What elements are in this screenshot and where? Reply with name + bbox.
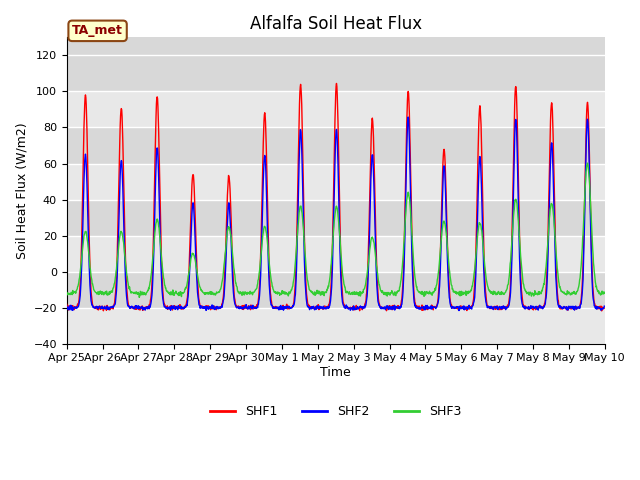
SHF3 (63, 290, 70, 296)
SHF3 (243, 291, 251, 297)
SHF1 (63, 301, 70, 307)
SHF3 (170, 291, 177, 297)
Text: TA_met: TA_met (72, 24, 123, 37)
SHF1 (182, 301, 190, 307)
SHF1 (598, 308, 605, 314)
SHF2 (170, 305, 177, 311)
Bar (67, 308, 605, 344)
Line: SHF1: SHF1 (67, 84, 604, 311)
Bar (67, 91, 605, 128)
SHF3 (537, 289, 545, 295)
SHF3 (183, 283, 191, 289)
Bar (67, 236, 605, 272)
SHF3 (490, 288, 497, 294)
SHF1 (170, 305, 177, 311)
SHF3 (136, 294, 143, 300)
X-axis label: Time: Time (321, 366, 351, 379)
SHF1 (333, 81, 340, 86)
SHF2 (243, 305, 250, 311)
Legend: SHF1, SHF2, SHF3: SHF1, SHF2, SHF3 (205, 400, 467, 423)
SHF1 (600, 305, 608, 311)
SHF2 (182, 303, 190, 309)
Title: Alfalfa Soil Heat Flux: Alfalfa Soil Heat Flux (250, 15, 422, 33)
SHF3 (600, 290, 608, 296)
SHF2 (404, 114, 412, 120)
Line: SHF3: SHF3 (67, 163, 604, 297)
SHF1 (490, 304, 497, 310)
SHF1 (419, 305, 427, 311)
SHF2 (419, 305, 427, 311)
SHF2 (455, 308, 463, 313)
SHF2 (600, 303, 608, 309)
Bar (67, 164, 605, 200)
SHF2 (63, 303, 70, 309)
SHF1 (537, 305, 545, 311)
SHF3 (584, 160, 591, 166)
SHF1 (243, 304, 250, 310)
SHF3 (419, 291, 427, 297)
Y-axis label: Soil Heat Flux (W/m2): Soil Heat Flux (W/m2) (15, 122, 28, 259)
SHF2 (490, 304, 497, 310)
Line: SHF2: SHF2 (67, 117, 604, 311)
SHF2 (538, 305, 545, 311)
